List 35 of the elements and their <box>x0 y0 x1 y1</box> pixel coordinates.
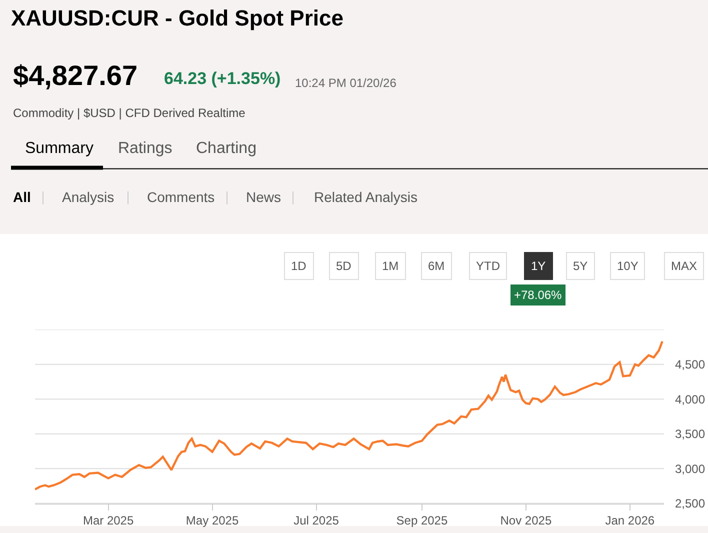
text: 5D <box>336 259 352 273</box>
x-tick-label: Nov 2025 <box>500 514 552 528</box>
y-tick-label: 4,500 <box>675 358 706 372</box>
y-tick-label: 3,000 <box>675 462 706 476</box>
text: YTD <box>476 259 500 273</box>
text: MAX <box>671 259 698 273</box>
y-tick-label: 4,000 <box>675 392 706 406</box>
text: News <box>246 189 282 205</box>
text: 10Y <box>617 259 638 273</box>
x-tick-label: Mar 2025 <box>82 514 134 528</box>
y-tick-label: 3,500 <box>675 427 706 442</box>
text: 1D <box>291 259 307 273</box>
text: Summary <box>25 140 94 157</box>
x-tick-label: Jan 2026 <box>605 514 655 528</box>
text: $4,827.67 <box>13 60 138 91</box>
x-tick-label: Jul 2025 <box>294 514 340 528</box>
text: Ratings <box>118 140 172 157</box>
text: 1Y <box>531 259 546 273</box>
text: 6M <box>428 259 445 273</box>
text: Comments <box>147 189 215 205</box>
text: 1M <box>382 259 399 273</box>
text: Commodity | $USD | CFD Derived Realtime <box>13 106 246 120</box>
chart-title: XAUUSD:CUR - Gold Spot Price <box>11 5 344 30</box>
text: Analysis <box>62 189 114 205</box>
text: 64.23 (+1.35%) <box>164 69 281 88</box>
text: Charting <box>196 140 256 157</box>
line-series <box>35 340 664 491</box>
text: 5Y <box>573 259 588 273</box>
y-tick-label: 2,500 <box>675 496 706 511</box>
text: All <box>13 189 31 205</box>
text: Related Analysis <box>314 189 418 205</box>
x-tick-label: May 2025 <box>186 514 239 528</box>
text: +78.06% <box>514 288 562 302</box>
text: 10:24 PM 01/20/26 <box>295 76 397 90</box>
x-tick-label: Sep 2025 <box>396 514 448 528</box>
